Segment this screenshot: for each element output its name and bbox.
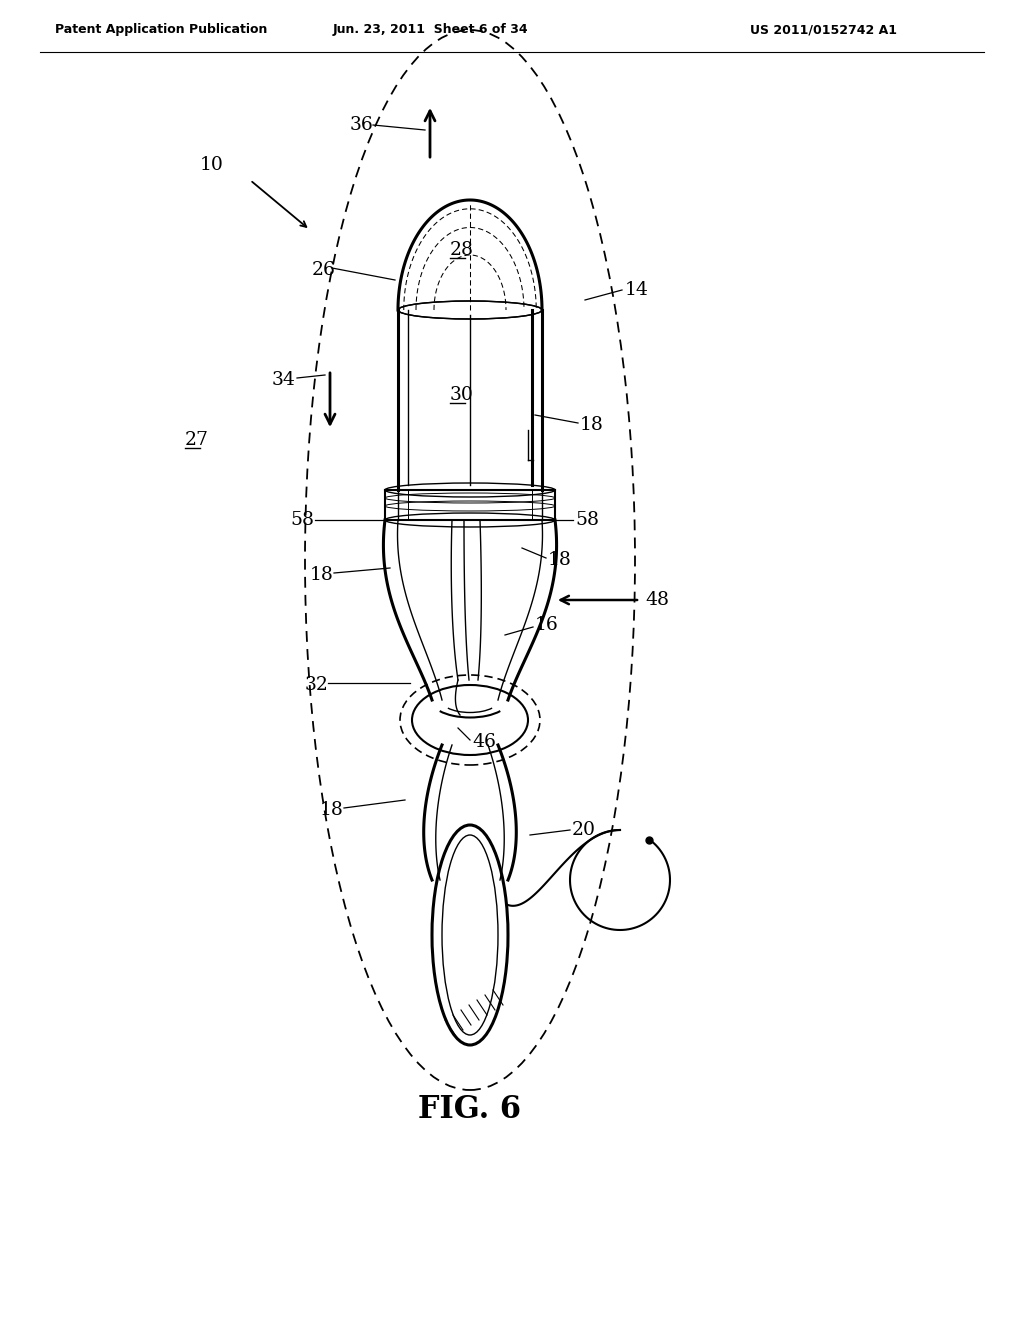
- Text: 30: 30: [450, 385, 474, 404]
- Text: 28: 28: [450, 242, 474, 259]
- Text: 10: 10: [200, 156, 224, 174]
- Text: 34: 34: [272, 371, 296, 389]
- Text: 20: 20: [572, 821, 596, 840]
- Text: 18: 18: [580, 416, 604, 434]
- Text: 14: 14: [625, 281, 649, 300]
- Text: FIG. 6: FIG. 6: [419, 1094, 521, 1126]
- Text: US 2011/0152742 A1: US 2011/0152742 A1: [750, 24, 897, 37]
- Text: 58: 58: [575, 511, 599, 529]
- Text: 36: 36: [350, 116, 374, 135]
- Text: 18: 18: [548, 550, 571, 569]
- Text: Jun. 23, 2011  Sheet 6 of 34: Jun. 23, 2011 Sheet 6 of 34: [332, 24, 527, 37]
- Text: 16: 16: [535, 616, 559, 634]
- Text: 32: 32: [305, 676, 329, 694]
- Text: 18: 18: [310, 566, 334, 583]
- Text: 18: 18: [319, 801, 344, 818]
- Text: 26: 26: [312, 261, 336, 279]
- Text: 46: 46: [472, 733, 496, 751]
- Text: 27: 27: [185, 432, 209, 449]
- Text: 58: 58: [290, 511, 314, 529]
- Text: 48: 48: [645, 591, 669, 609]
- Text: Patent Application Publication: Patent Application Publication: [55, 24, 267, 37]
